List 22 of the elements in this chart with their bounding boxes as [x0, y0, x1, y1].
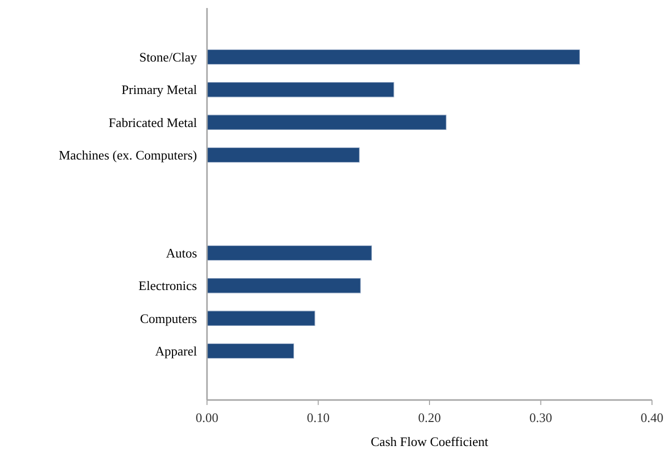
x-axis-title: Cash Flow Coefficient [370, 434, 489, 449]
bar [206, 49, 580, 65]
bar [206, 278, 361, 294]
bar [206, 114, 446, 130]
bar [206, 245, 372, 261]
x-tick-label: 0.30 [529, 410, 552, 425]
y-tick-label: Computers [140, 310, 197, 326]
x-tick-label: 0.00 [196, 410, 218, 425]
y-tick-label: Primary Metal [122, 82, 198, 98]
y-tick-label: Apparel [155, 344, 198, 359]
y-tick-label: Stone/Clay [139, 50, 198, 65]
bar [206, 82, 394, 98]
x-tick-label: 0.40 [640, 410, 664, 425]
bar [206, 343, 294, 359]
x-tick-label: 0.10 [306, 410, 330, 425]
bar [206, 147, 360, 163]
y-tick-label: Autos [166, 246, 197, 261]
y-tick-label: Machines (ex. Computers) [58, 148, 197, 163]
y-tick-label: Fabricated Metal [108, 114, 198, 130]
y-tick-label: Electronics [138, 278, 197, 294]
bar [206, 310, 316, 326]
x-tick-label: 0.20 [418, 410, 441, 425]
